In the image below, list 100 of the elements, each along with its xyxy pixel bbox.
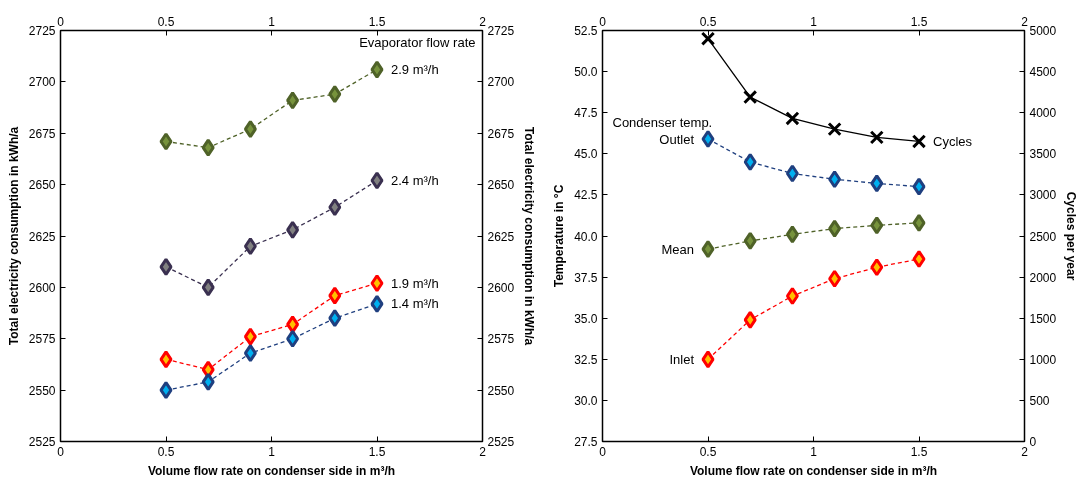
y-tick-label: 2675 <box>28 126 56 141</box>
x-tick-label: 1.5 <box>368 14 386 29</box>
point <box>159 132 173 151</box>
y-axis-title: Temperature in °C <box>552 184 567 288</box>
x-tick-label: 1 <box>268 14 276 29</box>
series-label: 1.9 m³/h <box>391 275 439 291</box>
y2-tick-label: 4000 <box>1029 106 1057 121</box>
series-label: Inlet <box>669 351 695 367</box>
y2-tick-label: 2525 <box>487 435 515 449</box>
point <box>785 225 799 244</box>
point <box>912 213 926 232</box>
y2-tick-label: 1000 <box>1029 352 1057 367</box>
y2-tick-label: 4500 <box>1029 65 1057 80</box>
series-label: 2.4 m³/h <box>391 173 439 189</box>
point <box>370 274 384 293</box>
point <box>743 310 757 329</box>
x2-tick-label: 2 <box>1021 444 1029 459</box>
x-tick-label: 2 <box>479 14 487 29</box>
point <box>701 130 715 148</box>
point <box>201 372 215 391</box>
point <box>201 138 215 157</box>
y-tick-label: 2625 <box>28 229 56 244</box>
point <box>286 329 300 348</box>
x2-tick-label: 0.5 <box>699 444 717 459</box>
x-tick-label: 0 <box>599 14 607 29</box>
y-tick-label: 2700 <box>28 75 56 90</box>
point <box>328 309 342 328</box>
point <box>912 250 926 269</box>
y-tick-label: 27.5 <box>574 435 598 449</box>
point <box>328 198 342 217</box>
point <box>701 350 715 369</box>
y2-tick-label: 2600 <box>487 280 515 295</box>
y-tick-label: 50.0 <box>574 65 598 80</box>
y2-tick-label: 3500 <box>1029 147 1057 162</box>
y2-axis-title: Total electricity consumption in kWh/a <box>522 126 537 346</box>
point <box>827 121 842 137</box>
point <box>700 31 716 46</box>
y-tick-label: 2650 <box>28 178 56 193</box>
point <box>286 220 300 239</box>
x-tick-label: 1 <box>810 14 818 29</box>
point <box>743 89 758 105</box>
point <box>201 278 215 297</box>
point <box>828 219 842 238</box>
point <box>328 286 342 305</box>
y2-tick-label: 2650 <box>487 178 515 193</box>
x2-tick-label: 0 <box>57 444 65 459</box>
point <box>159 350 173 369</box>
y-tick-label: 2725 <box>28 24 56 38</box>
x2-tick-label: 1 <box>268 444 276 459</box>
y2-tick-label: 2625 <box>487 229 515 244</box>
series-label: Mean <box>661 241 695 257</box>
annotation: Condenser temp. <box>612 114 713 130</box>
point <box>370 294 384 313</box>
point <box>911 134 927 149</box>
y-tick-label: 2550 <box>28 383 56 398</box>
x2-tick-label: 1.5 <box>368 444 386 459</box>
x-axis-title: Volume flow rate on condenser side in m³/h <box>147 463 396 478</box>
x-tick-label: 2 <box>1021 14 1029 29</box>
point <box>828 170 842 189</box>
x2-tick-label: 0.5 <box>157 444 175 459</box>
point <box>286 315 300 334</box>
point <box>370 60 384 79</box>
x2-tick-label: 1.5 <box>910 444 928 459</box>
point <box>743 153 757 172</box>
annotation: Evaporator flow rate <box>359 34 476 50</box>
y2-tick-label: 2500 <box>1029 229 1057 244</box>
y2-tick-label: 2700 <box>487 75 515 90</box>
point <box>912 177 926 196</box>
y2-tick-label: 500 <box>1029 393 1050 408</box>
y-tick-label: 45.0 <box>574 147 598 162</box>
point <box>870 174 884 193</box>
point <box>785 111 800 126</box>
x2-tick-label: 1 <box>810 444 818 459</box>
y-tick-label: 40.0 <box>574 229 598 244</box>
y-tick-label: 30.0 <box>574 393 598 408</box>
point <box>870 216 884 235</box>
x2-tick-label: 2 <box>479 444 487 459</box>
y-tick-label: 2575 <box>28 332 56 347</box>
y2-tick-label: 0 <box>1029 435 1037 449</box>
series-label: 2.9 m³/h <box>391 62 439 78</box>
point <box>785 287 799 306</box>
point <box>159 381 173 400</box>
y-tick-label: 52.5 <box>574 24 598 38</box>
y2-tick-label: 2000 <box>1029 270 1057 285</box>
y-tick-label: 2600 <box>28 280 56 295</box>
y2-tick-label: 2575 <box>487 332 515 347</box>
x-tick-label: 1.5 <box>910 14 928 29</box>
x-axis-title: Volume flow rate on condenser side in m³/h <box>689 463 938 478</box>
series-label: Outlet <box>659 131 695 147</box>
point <box>328 85 342 104</box>
y-axis-title: Total electricity consumption in kWh/a <box>6 126 21 346</box>
point <box>159 257 173 276</box>
y-tick-label: 42.5 <box>574 188 598 203</box>
y2-tick-label: 2550 <box>487 383 515 398</box>
y-tick-label: 32.5 <box>574 352 598 367</box>
point <box>870 258 884 277</box>
point <box>243 237 257 256</box>
x-tick-label: 0 <box>57 14 65 29</box>
point <box>743 231 757 250</box>
y-tick-label: 37.5 <box>574 270 598 285</box>
